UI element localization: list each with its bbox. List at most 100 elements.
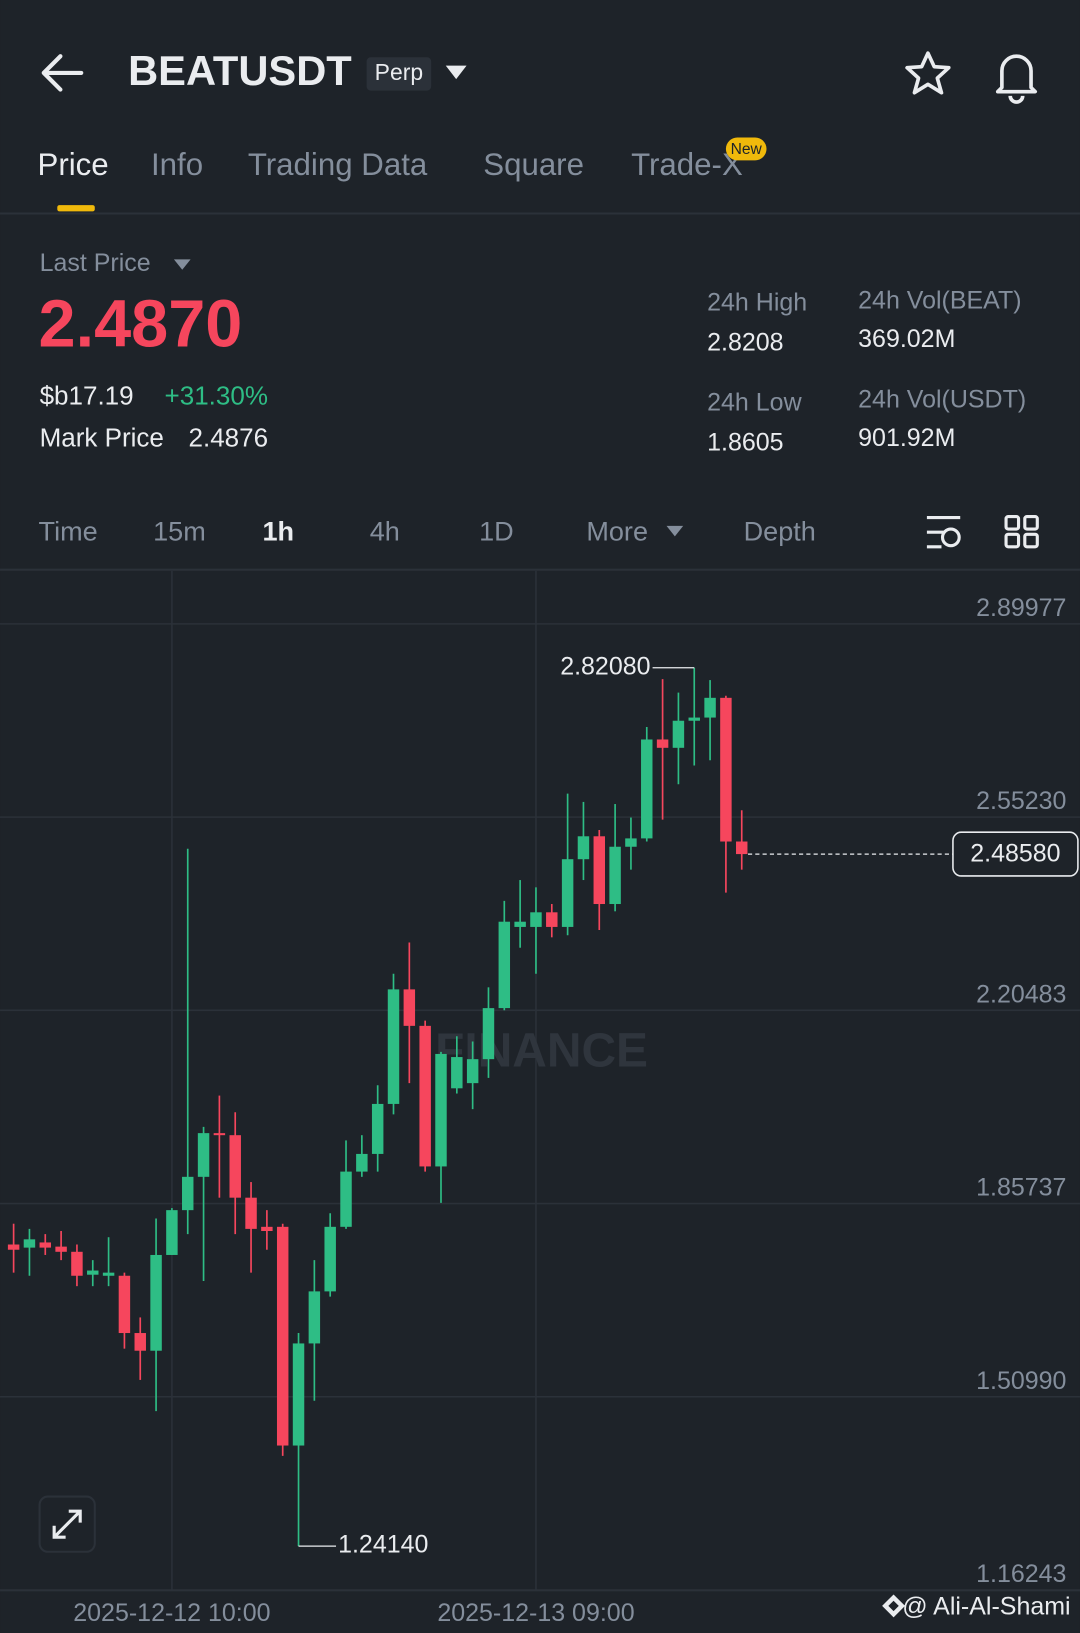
back-icon [41, 54, 84, 92]
back-button[interactable] [41, 54, 84, 92]
indicator-settings[interactable] [926, 516, 961, 549]
candle-body [276, 1226, 289, 1446]
interval[interactable]: 4h [370, 515, 400, 546]
chart-labels: 2.89977 2.55230 2.20483 1.85737 1.50990 1.162… [73, 594, 1079, 1627]
dropdown-caret [666, 525, 684, 537]
favorite-icon[interactable] [905, 51, 951, 95]
candle-body [324, 1226, 336, 1292]
perp-badge-bg [366, 57, 432, 91]
symbol-dropdown[interactable] [445, 65, 467, 80]
layout-cell [1023, 514, 1039, 531]
candle-body [245, 1197, 257, 1229]
candle-body [530, 912, 542, 927]
candle-body [435, 1053, 447, 1167]
candle-body [197, 1133, 210, 1177]
candle-body [150, 1254, 162, 1351]
candle-body [688, 717, 700, 721]
interval[interactable]: 15m [153, 515, 206, 546]
y-tick-label: 2.20483 [976, 980, 1066, 1008]
stat-label: 24h Vol(USDT) [858, 386, 1026, 414]
candle-body [736, 841, 748, 855]
stat-value: 369.02M [858, 325, 955, 353]
candle-body [356, 1153, 368, 1172]
tab-active[interactable]: Price [37, 147, 108, 182]
last-price: 2.4870 [39, 288, 243, 362]
interval[interactable]: More [586, 515, 648, 546]
layout-button[interactable] [1004, 514, 1039, 549]
candle-body [371, 1103, 384, 1154]
candle-body [102, 1272, 115, 1276]
new-badge-bg [725, 137, 767, 161]
candle-body [625, 838, 637, 847]
candle-body [7, 1244, 20, 1250]
candle-body [134, 1333, 146, 1351]
price-change: +31.30% [165, 381, 268, 411]
candle-body [704, 697, 716, 718]
symbol-title[interactable]: BEATUSDT [128, 47, 352, 94]
last-price-label[interactable]: Last Price [40, 249, 151, 277]
interval[interactable]: Depth [744, 515, 816, 546]
candle-body [182, 1176, 194, 1211]
x-tick-label: 2025-12-13 09:00 [437, 1599, 634, 1627]
candle-body [229, 1135, 241, 1198]
candle-body [213, 1133, 226, 1136]
fullscreen-button[interactable] [38, 1495, 96, 1553]
grid [0, 570, 1080, 1590]
candle-body [593, 836, 606, 905]
settings-lines [926, 516, 961, 549]
tab[interactable]: Info [151, 147, 203, 182]
candle-body [87, 1270, 99, 1275]
mark-price: 2.4876 [189, 422, 269, 452]
mark-price-label: Mark Price [40, 422, 164, 452]
alert-icon[interactable] [995, 54, 1038, 104]
candle-body [498, 921, 511, 1009]
stat-value: 901.92M [858, 424, 955, 452]
candle-body [514, 921, 526, 927]
candle-body [23, 1239, 36, 1248]
settings-gear [940, 527, 961, 548]
candle-body [609, 846, 621, 905]
credit-icon [882, 1594, 906, 1618]
candle-body [166, 1210, 178, 1255]
tab[interactable]: Trade-X [631, 147, 743, 182]
high-marker-label: 2.82080 [560, 652, 650, 680]
stat-value: 2.8208 [707, 328, 783, 356]
candle-body [561, 859, 574, 927]
candle-body [55, 1246, 67, 1252]
candle-body [577, 836, 590, 860]
candle-body [403, 989, 416, 1026]
tab[interactable]: Square [483, 147, 584, 182]
interval[interactable]: Time [39, 515, 98, 546]
candle-body [451, 1057, 463, 1089]
current-price-label: 2.48580 [970, 840, 1060, 868]
tab-indicator [57, 205, 95, 212]
candle-body [261, 1226, 273, 1231]
interval-active[interactable]: 1h [262, 515, 294, 546]
candle-body [118, 1275, 131, 1334]
fiat-price: $b17.19 [40, 381, 134, 411]
y-tick-label: 1.16243 [976, 1560, 1066, 1588]
candle-body [656, 739, 669, 748]
interval[interactable]: 1D [479, 515, 514, 546]
candle-body [292, 1343, 305, 1446]
perp-badge: Perp [375, 59, 423, 85]
fullscreen-icon [52, 1509, 82, 1539]
y-tick-label: 1.85737 [976, 1174, 1066, 1202]
candle-body [308, 1291, 321, 1344]
low-marker-label: 1.24140 [338, 1531, 428, 1559]
credit: @ Ali-Al-Shami [902, 1593, 1070, 1621]
y-tick-label: 2.55230 [976, 787, 1066, 815]
candle-body [482, 1008, 495, 1060]
candle-body [71, 1251, 83, 1276]
x-tick-label: 2025-12-12 10:00 [73, 1599, 270, 1627]
stat-value: 1.8605 [707, 428, 783, 456]
candle-body [672, 720, 685, 748]
candle-body [641, 739, 653, 839]
stat-label: 24h High [707, 289, 807, 317]
candle-body [419, 1025, 431, 1167]
candle-body [720, 697, 732, 842]
tab[interactable]: Trading Data [248, 147, 428, 182]
layout-cell [1004, 532, 1021, 549]
